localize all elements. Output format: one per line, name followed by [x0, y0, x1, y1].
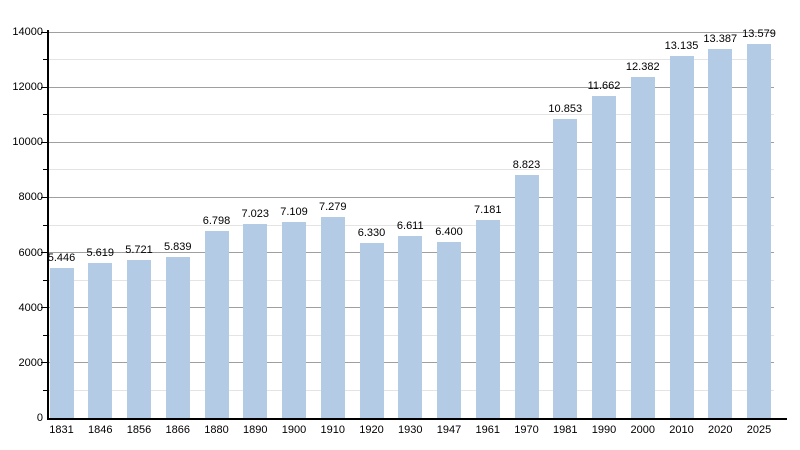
bar-2000: [630, 76, 655, 418]
bar-1900: [282, 221, 306, 418]
y-tick-major: [41, 141, 47, 143]
x-tick-label: 2010: [669, 424, 694, 436]
bar-1910: [320, 217, 345, 418]
bar-1856: [127, 260, 151, 418]
x-tick-label: 1910: [320, 424, 345, 436]
bar-1981: [553, 118, 578, 418]
bar-2010: [669, 55, 694, 418]
bar-2025: [747, 43, 771, 418]
bar-value-label: 11.662: [587, 80, 621, 93]
y-tick-label: 8000: [18, 191, 43, 204]
bar-value-label: 12.382: [625, 60, 660, 73]
x-tick-label: 1900: [281, 424, 307, 436]
bar-value-label: 7.109: [280, 205, 308, 218]
bar-value-label: 6.400: [435, 225, 463, 238]
bar-1831: [49, 267, 74, 418]
x-tick-label: 1981: [553, 424, 578, 436]
bar-value-label: 13.579: [742, 27, 776, 40]
x-tick-label: 1846: [88, 424, 113, 436]
bar-value-label: 5.839: [163, 241, 192, 253]
bar-1890: [243, 224, 268, 418]
y-tick-major: [41, 196, 47, 198]
bar-value-label: 6.798: [202, 214, 231, 227]
y-tick-label: 4000: [18, 301, 43, 314]
bar-1930: [398, 235, 423, 418]
y-gridline-minor: [48, 224, 774, 226]
bar-value-label: 6.330: [357, 227, 386, 240]
y-tick-minor: [43, 279, 47, 281]
y-tick-major: [41, 362, 47, 364]
x-tick-label: 1920: [359, 424, 384, 436]
y-tick-label: 6000: [18, 246, 43, 259]
x-tick-label: 1866: [165, 424, 190, 436]
y-tick-label: 14000: [12, 26, 43, 38]
y-tick-label: 12000: [12, 81, 43, 94]
x-tick-label: 1856: [126, 424, 152, 436]
bar-1970: [514, 174, 539, 418]
y-tick-major: [41, 307, 47, 309]
y-tick-minor: [43, 389, 47, 391]
x-tick-label: 1990: [591, 424, 617, 436]
bar-value-label: 7.279: [318, 201, 347, 214]
bar-value-label: 7.181: [473, 204, 502, 216]
y-gridline-minor: [48, 114, 774, 116]
bar-1947: [437, 241, 461, 418]
y-tick-minor: [43, 224, 47, 226]
x-tick-label: 2020: [708, 424, 733, 436]
x-axis-line: [47, 418, 787, 420]
y-tick-label: 0: [36, 412, 43, 424]
y-tick-major: [41, 31, 47, 33]
bar-value-label: 6.611: [396, 219, 424, 232]
bar-1961: [475, 220, 500, 418]
bar-1846: [88, 263, 113, 418]
y-axis-line: [47, 30, 49, 420]
bar-1990: [592, 96, 616, 418]
bar-value-label: 10.853: [548, 102, 583, 115]
y-gridline-major: [48, 31, 774, 33]
bar-value-label: 8.823: [512, 158, 541, 171]
bar-1880: [204, 230, 229, 418]
y-tick-minor: [43, 59, 47, 61]
bar-value-label: 5.619: [86, 247, 115, 260]
bar-2020: [708, 48, 733, 418]
bar-value-label: 7.023: [241, 208, 270, 221]
x-tick-label: 1930: [398, 424, 423, 436]
y-tick-minor: [43, 114, 47, 116]
bar-value-label: 5.721: [125, 244, 153, 257]
x-tick-label: 1970: [514, 424, 539, 436]
bar-value-label: 13.135: [664, 39, 699, 52]
x-tick-label: 1890: [243, 424, 268, 436]
y-gridline-minor: [48, 169, 774, 171]
bar-1866: [165, 257, 190, 418]
x-tick-label: 1961: [475, 424, 500, 436]
x-tick-label: 1947: [436, 424, 462, 436]
x-tick-label: 1831: [49, 424, 74, 436]
y-tick-major: [41, 252, 47, 254]
y-tick-major: [41, 86, 47, 88]
y-tick-minor: [43, 334, 47, 336]
y-tick-label: 2000: [18, 356, 43, 369]
x-tick-label: 2000: [630, 424, 655, 436]
bar-1920: [359, 243, 384, 418]
x-tick-label: 2025: [746, 424, 772, 436]
y-tick-minor: [43, 169, 47, 171]
y-gridline-major: [48, 196, 774, 198]
y-tick-label: 10000: [12, 136, 43, 149]
y-gridline-major: [48, 141, 774, 143]
x-tick-label: 1880: [204, 424, 229, 436]
y-gridline-major: [48, 86, 774, 88]
bar-value-label: 13.387: [703, 32, 738, 45]
y-gridline-minor: [48, 59, 774, 61]
bar-value-label: 5.446: [47, 251, 76, 264]
